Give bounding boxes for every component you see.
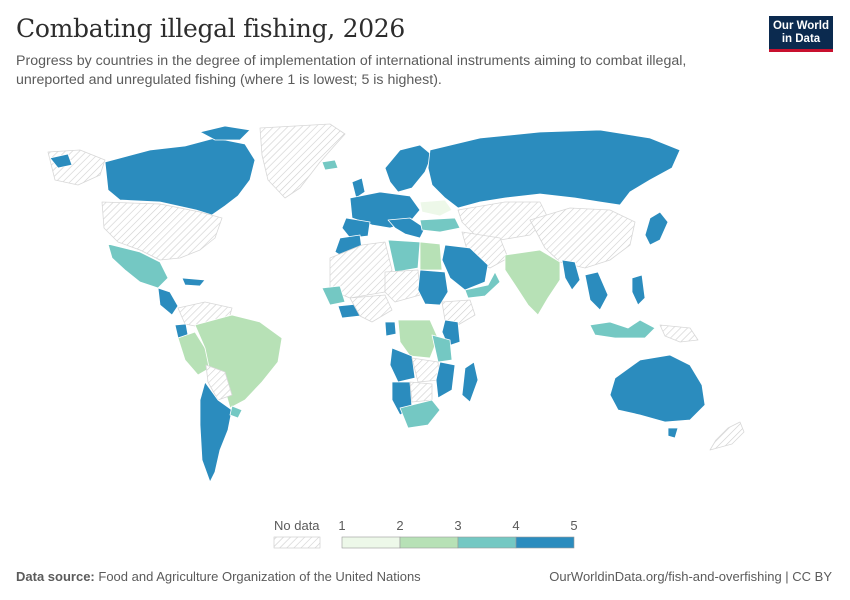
legend-swatch-2-3[interactable] xyxy=(399,536,459,549)
legend-tick-5: 5 xyxy=(570,518,578,533)
logo-line2: in Data xyxy=(781,32,821,45)
region-madagascar[interactable] xyxy=(461,361,479,403)
region-turkey[interactable] xyxy=(419,217,461,233)
region-central-asia[interactable] xyxy=(457,201,549,241)
region-bolivia-paraguay[interactable] xyxy=(205,364,233,401)
region-south-africa[interactable] xyxy=(399,399,441,429)
region-china[interactable] xyxy=(529,207,636,269)
data-source-label: Data source: xyxy=(16,569,95,584)
region-tanzania[interactable] xyxy=(431,334,453,363)
logo-line1: Our World xyxy=(772,20,829,32)
legend-no-data-label: No data xyxy=(274,518,320,533)
region-mozambique[interactable] xyxy=(435,361,456,399)
region-central-america[interactable] xyxy=(157,287,179,316)
legend-swatch-1-2[interactable] xyxy=(341,536,401,549)
region-india[interactable] xyxy=(504,249,561,316)
data-source: Data source: Food and Agriculture Organi… xyxy=(16,569,421,584)
region-greenland[interactable] xyxy=(259,123,346,199)
region-angola[interactable] xyxy=(389,347,416,383)
region-philippines[interactable] xyxy=(631,274,646,306)
legend: No data 1 2 3 4 5 xyxy=(270,518,580,554)
region-yemen-oman[interactable] xyxy=(464,271,501,299)
region-iceland[interactable] xyxy=(321,159,339,171)
chart-subtitle: Progress by countries in the degree of i… xyxy=(16,53,687,88)
region-botswana[interactable] xyxy=(409,381,433,403)
region-alaska[interactable] xyxy=(49,153,73,169)
region-italy-balkans[interactable] xyxy=(387,217,426,239)
owid-logo[interactable]: Our World in Data xyxy=(769,16,833,52)
legend-swatch-3-4[interactable] xyxy=(457,536,517,549)
region-argentina[interactable] xyxy=(199,381,233,483)
legend-swatch-no-data[interactable] xyxy=(273,536,321,549)
region-libya[interactable] xyxy=(387,239,421,273)
region-russia[interactable] xyxy=(427,129,681,209)
region-japan[interactable] xyxy=(644,211,669,246)
region-iberia[interactable] xyxy=(341,217,371,239)
legend-tick-3: 3 xyxy=(454,518,462,533)
legend-tick-1: 1 xyxy=(338,518,346,533)
region-papua[interactable] xyxy=(659,324,699,343)
region-caribbean[interactable] xyxy=(181,277,206,287)
legend-tick-4: 4 xyxy=(512,518,520,533)
region-west-africa[interactable] xyxy=(321,285,346,306)
region-north-america-arctic[interactable] xyxy=(47,149,106,186)
footer-url[interactable]: OurWorldinData.org/fish-and-overfishing … xyxy=(549,569,832,584)
region-myanmar[interactable] xyxy=(561,259,581,291)
region-dr-congo[interactable] xyxy=(397,319,439,359)
region-southeast-asia[interactable] xyxy=(584,271,609,311)
region-canada[interactable] xyxy=(104,137,256,216)
legend-swatch-4-5[interactable] xyxy=(515,536,575,549)
region-indonesia[interactable] xyxy=(589,319,656,339)
region-tasmania[interactable] xyxy=(667,427,679,439)
region-gabon[interactable] xyxy=(384,321,397,337)
region-ethiopia[interactable] xyxy=(441,299,476,326)
region-uruguay[interactable] xyxy=(229,405,243,419)
region-sudan[interactable] xyxy=(417,269,449,306)
region-uk[interactable] xyxy=(351,177,366,199)
region-sahara-central[interactable] xyxy=(384,269,421,303)
region-zambia[interactable] xyxy=(411,357,441,383)
region-egypt[interactable] xyxy=(419,241,443,271)
region-australia[interactable] xyxy=(609,354,706,423)
region-scandinavia[interactable] xyxy=(384,144,433,193)
data-source-text: Food and Agriculture Organization of the… xyxy=(98,569,421,584)
region-new-zealand[interactable] xyxy=(709,421,745,451)
region-ukraine[interactable] xyxy=(419,199,453,217)
region-united-states[interactable] xyxy=(101,201,223,261)
legend-tick-2: 2 xyxy=(396,518,404,533)
region-nigeria-area[interactable] xyxy=(349,294,393,323)
region-saudi-arabia[interactable] xyxy=(441,244,489,291)
region-canada-islands[interactable] xyxy=(199,125,251,141)
chart-title: Combating illegal fishing, 2026 xyxy=(16,14,406,43)
legend-swatches xyxy=(273,536,575,549)
world-map xyxy=(47,123,745,483)
